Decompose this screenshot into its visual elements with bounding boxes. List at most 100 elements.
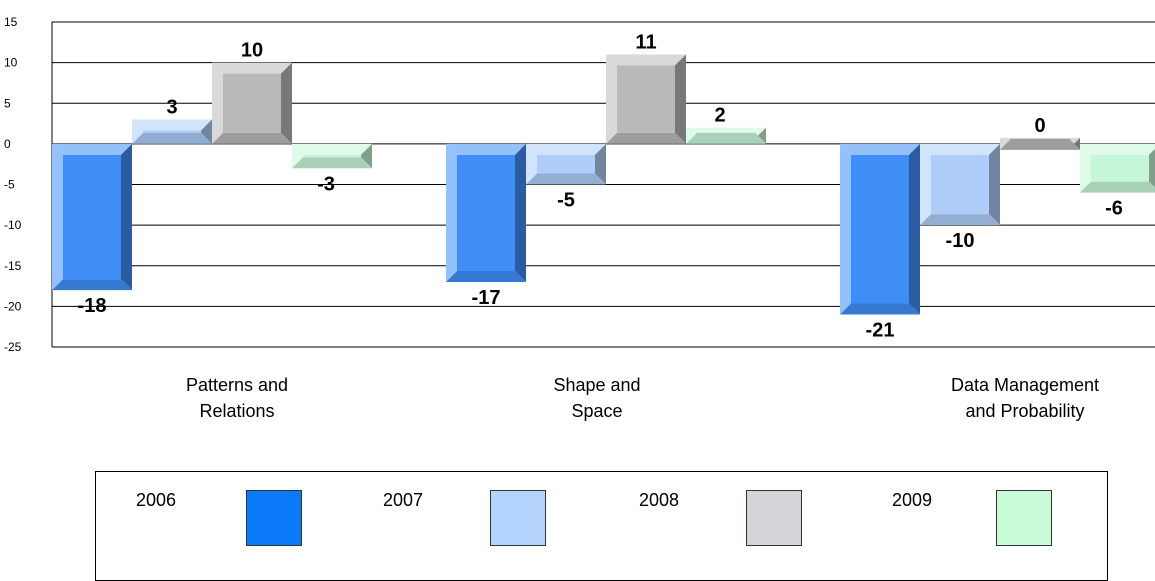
bar-bevel-left (1080, 143, 1091, 193)
data-label-2007-2: -10 (946, 230, 975, 252)
bar-bevel-right (281, 62, 292, 144)
bar-2007-2 (920, 143, 1000, 226)
bar-2006-0 (52, 143, 132, 291)
data-label-2008-1: 11 (635, 32, 656, 54)
bar-2007-0 (132, 119, 212, 144)
bar-bevel-left (132, 119, 143, 144)
bar-2008-0 (212, 62, 292, 144)
bar-2008-1 (606, 54, 686, 144)
y-tick-label: 5 (4, 96, 11, 110)
bar-bevel-bottom (1080, 181, 1155, 193)
bar-bevel-right (201, 119, 212, 144)
bar-bevel-right (755, 127, 766, 144)
bar-bevel-left (606, 54, 617, 144)
bar-face (143, 130, 201, 133)
bar-bevel-left (212, 62, 223, 144)
bar-bevel-top (526, 143, 606, 155)
y-tick-label: -10 (4, 218, 22, 232)
bar-bevel-bottom (292, 157, 372, 169)
bar-bevel-right (515, 143, 526, 282)
bar-bevel-left (686, 127, 697, 144)
bar-bevel-top (840, 143, 920, 155)
bar-2006-2 (840, 143, 920, 315)
legend-label-2009: 2009 (892, 490, 933, 510)
category-label-0: Patterns and Relations (185, 375, 289, 421)
y-tick-label: 0 (4, 137, 11, 151)
bar-bevel-right (1149, 148, 1155, 188)
bar-2009-2 (1080, 143, 1155, 193)
bar-bevel-right (909, 143, 920, 315)
category-label-2: Data Management and Probability (950, 375, 1100, 421)
data-label-2007-0: 3 (166, 97, 177, 119)
bar-bevel-bottom (1000, 138, 1080, 150)
legend-label-2007: 2007 (383, 490, 424, 510)
data-label-2008-2: 0 (1034, 115, 1045, 137)
bar-bevel-top (292, 143, 372, 155)
bar-bevel-right (989, 143, 1000, 226)
bar-bevel-right (1069, 137, 1080, 150)
data-label-2006-0: -18 (78, 295, 107, 317)
bar-bevel-top (446, 143, 526, 155)
bar-bevel-left (446, 143, 457, 282)
bar-face (303, 154, 361, 158)
bar-bevel-top (132, 119, 212, 131)
legend-swatch-2006 (246, 490, 302, 546)
y-tick-label: -5 (4, 178, 15, 192)
bar-face (223, 73, 281, 133)
bar-bevel-top (1080, 143, 1155, 155)
bar-2009-1 (686, 127, 766, 144)
y-tick-label: 15 (4, 15, 18, 29)
bar-2006-1 (446, 143, 526, 282)
y-tick-label: -25 (4, 340, 22, 354)
bar-bevel-left (1000, 137, 1011, 150)
legend-swatch-2007 (490, 490, 546, 546)
bar-bevel-bottom (840, 303, 920, 315)
bar-bevel-left (52, 143, 63, 291)
bar-bevel-right (121, 143, 132, 291)
bar-2009-0 (292, 143, 372, 169)
bar-bevel-top (606, 54, 686, 66)
bar-face (931, 154, 989, 215)
bar-face (537, 154, 595, 174)
data-label-2009-1: 2 (714, 105, 725, 127)
legend-swatch-2009 (996, 490, 1052, 546)
legend-swatch-2008 (746, 490, 802, 546)
bar-bevel-right (595, 143, 606, 185)
bar-face (617, 65, 675, 133)
bar-bevel-bottom (52, 279, 132, 291)
bar-face (63, 154, 121, 280)
bar-2007-1 (526, 143, 606, 185)
bar-face (851, 154, 909, 304)
bar-bevel-top (920, 143, 1000, 155)
bar-bevel-top (212, 62, 292, 74)
bar-bevel-bottom (132, 132, 212, 144)
data-label-2008-0: 10 (241, 40, 263, 62)
bar-bevel-bottom (526, 173, 606, 185)
bar-2008-2 (1000, 137, 1080, 150)
bar-bevel-left (292, 143, 303, 169)
bar-bevel-bottom (446, 271, 526, 282)
y-tick-label: -20 (4, 299, 22, 313)
bar-face (457, 154, 515, 271)
y-tick-label: 10 (4, 56, 18, 70)
chart-plot: 15 10 5 0 -5 -10 -15 -20 -25 -18 -17 -21 3 -5 -10 10 11 0… (4, 15, 1155, 354)
bar-bevel-top (52, 143, 132, 155)
legend-label-2006: 2006 (136, 490, 177, 510)
legend: 2006 2007 2008 2009 (95, 471, 1108, 581)
bar-bevel-bottom (606, 132, 686, 144)
bar-bevel-bottom (920, 214, 1000, 226)
category-label-1: Shape and Space (553, 375, 641, 421)
bar-bevel-left (526, 143, 537, 185)
data-label-2009-2: -6 (1105, 198, 1123, 220)
data-label-2009-0: -3 (317, 173, 335, 195)
legend-label-2008: 2008 (639, 490, 680, 510)
y-tick-label: -15 (4, 259, 22, 273)
bar-bevel-left (920, 143, 931, 226)
bar-bevel-bottom (212, 132, 292, 144)
bar-bevel-bottom (686, 132, 766, 144)
data-label-2007-1: -5 (557, 190, 575, 212)
bar-face (1091, 154, 1149, 182)
bar-bevel-left (840, 143, 851, 315)
bar-bevel-right (675, 54, 686, 144)
data-label-2006-2: -21 (866, 320, 895, 342)
